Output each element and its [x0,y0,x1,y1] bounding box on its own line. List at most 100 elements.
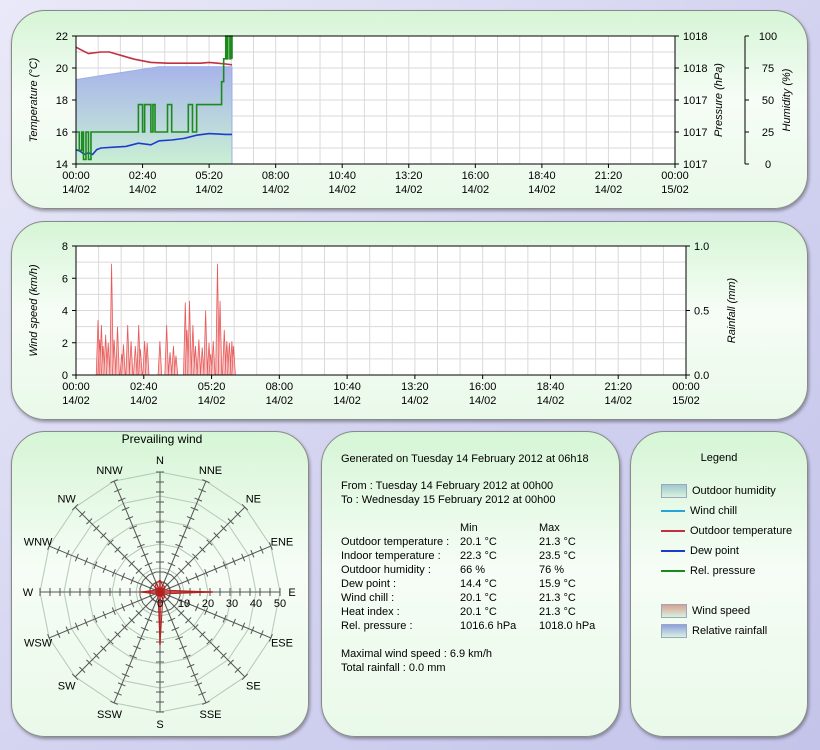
temperature-chart: 00:00 14/02 02:40 14/02 05:20 14/02 08:00 14/02… [28,31,793,196]
y-left-tick-label: 18 [56,95,68,107]
y-right-humidity-tick-label: 0 [765,159,771,171]
direction-label-s: S [156,719,163,731]
stats-row-min: 20.1 °C [460,536,497,548]
direction-label-nne: NNE [199,465,222,477]
x-tick-label-time: 13:20 [395,170,423,182]
legend-item: Dew point [661,544,739,558]
direction-label-ne: NE [246,494,261,506]
x-tick-label-time: 02:40 [130,381,158,393]
y-right-humidity-axis-label: Humidity (%) [781,68,793,131]
direction-label-se: SE [246,680,261,692]
y-left-tick-label: 20 [56,63,68,75]
y-right-humidity-tick-label: 50 [762,95,774,107]
direction-label-e: E [288,587,295,599]
legend-swatch-area [661,484,687,498]
x-tick-label-date: 14/02 [130,395,158,407]
stats-row-max: 21.3 °C [539,592,576,604]
y-right-humidity-tick-label: 25 [762,127,774,139]
x-tick-label-time: 08:00 [266,381,294,393]
legend-label: Outdoor temperature [690,525,793,537]
radial-tick-label: 10 [178,598,190,610]
legend-swatch-area [661,624,687,638]
series-outdoor-temperature [75,46,233,66]
legend-panel: Legend Outdoor humidity Wind chill Outdoor… [630,431,808,737]
legend-label: Dew point [690,545,739,557]
direction-label-sse: SSE [200,709,222,721]
to-text: To : Wednesday 15 February 2012 at 00h00 [341,494,556,506]
temperature-chart-panel: 00:00 14/02 02:40 14/02 05:20 14/02 08:00 14/02… [11,10,808,209]
x-tick-label-date: 14/02 [537,395,565,407]
stats-row: Indoor temperature : 22.3 °C 23.5 °C [341,549,619,563]
stats-row-max: 23.5 °C [539,550,576,562]
legend-item: Relative rainfall [661,624,767,638]
y-left-tick-label: 16 [56,127,68,139]
y-right-rain-tick-label: 0.5 [694,306,709,318]
x-tick-label-time: 05:20 [198,381,226,393]
radial-tick-label: 40 [250,598,262,610]
x-tick-label-time: 13:20 [401,381,429,393]
legend-item: Outdoor temperature [661,524,792,538]
max-wind-text: Maximal wind speed : 6.9 km/h [341,648,493,660]
stats-row-max: 21.3 °C [539,606,576,618]
radial-tick-label: 50 [274,598,286,610]
legend-swatch-line [661,510,685,512]
y-left-axis-label: Wind speed (km/h) [28,264,40,357]
y-right-pressure-tick-label: 1018 [683,31,707,43]
direction-label-ene: ENE [271,536,294,548]
x-tick-label-date: 14/02 [266,395,294,407]
x-tick-label-time: 21:20 [595,170,623,182]
y-left-tick-label: 2 [62,338,68,350]
x-tick-label-date: 14/02 [595,184,623,196]
x-tick-label-date: 14/02 [62,184,90,196]
x-tick-label-time: 05:20 [195,170,223,182]
statistics-panel: Generated on Tuesday 14 February 2012 at… [321,431,620,737]
radial-tick-label: 20 [202,598,214,610]
legend-swatch-line [661,570,685,572]
generated-text: Generated on Tuesday 14 February 2012 at… [341,453,589,465]
stats-row-min: 20.1 °C [460,606,497,618]
direction-label-nnw: NNW [96,465,123,477]
radial-tick-label: 30 [226,598,238,610]
grid [76,246,686,375]
y-right-pressure-tick-label: 1017 [683,127,707,139]
stats-row-min: 20.1 °C [460,592,497,604]
x-tick-label-date: 14/02 [528,184,556,196]
y-right-humidity-tick-label: 100 [759,31,777,43]
stats-row-label: Dew point : [341,578,397,590]
x-tick-label-time: 21:20 [604,381,632,393]
legend-swatch-area [661,604,687,618]
x-tick-label-date: 14/02 [333,395,361,407]
legend-item: Wind speed [661,604,750,618]
stats-row-min: 14.4 °C [460,578,497,590]
legend-title: Legend [700,452,738,464]
stats-row-max: 1018.0 hPa [539,620,596,632]
x-tick-label-date: 14/02 [62,395,90,407]
x-tick-label-date: 14/02 [262,184,290,196]
y-right-pressure-tick-label: 1018 [683,63,707,75]
stats-header-row: Min Max [341,521,619,535]
direction-label-ese: ESE [271,638,293,650]
x-tick-label-time: 00:00 [672,381,700,393]
stats-row-min: 66 % [460,564,486,576]
x-tick-label-date: 14/02 [395,184,423,196]
max-header: Max [539,522,560,534]
stats-row-min: 22.3 °C [460,550,497,562]
rose-value-nnw [155,582,161,593]
x-tick-label-date: 15/02 [672,395,700,407]
stats-table: Min Max Outdoor temperature : 20.1 °C 21.3… [341,521,619,633]
direction-label-ssw: SSW [97,709,123,721]
x-tick-label-time: 00:00 [62,381,90,393]
stats-row: Heat index : 20.1 °C 21.3 °C [341,605,619,619]
x-tick-label-time: 18:40 [537,381,565,393]
y-right-rain-tick-label: 1.0 [694,241,709,253]
stats-row-label: Rel. pressure : [341,620,413,632]
x-tick-label-date: 14/02 [462,184,490,196]
stats-row-label: Wind chill : [341,592,395,604]
y-right-pressure-axis-label: Pressure (hPa) [713,63,725,137]
y-right-pressure-tick-label: 1017 [683,95,707,107]
y-left-tick-label: 6 [62,273,68,285]
y-left-tick-label: 4 [62,306,68,318]
x-tick-label-time: 16:00 [462,170,490,182]
legend-label: Wind chill [690,505,738,517]
stats-row-max: 15.9 °C [539,578,576,590]
